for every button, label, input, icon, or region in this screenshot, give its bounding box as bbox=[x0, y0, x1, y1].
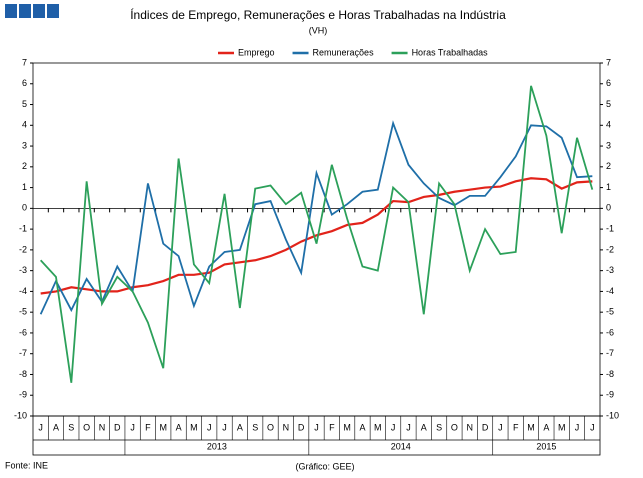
x-tick-label: A bbox=[421, 422, 427, 432]
y-tick-label: -9 bbox=[19, 390, 27, 400]
y-tick-label: 5 bbox=[22, 99, 27, 109]
x-tick-label: N bbox=[99, 422, 106, 432]
x-tick-label: J bbox=[575, 422, 580, 432]
y-tick-label: -10 bbox=[14, 410, 27, 420]
x-tick-label: D bbox=[482, 422, 489, 432]
x-tick-label: F bbox=[145, 422, 151, 432]
x-tick-label: A bbox=[543, 422, 549, 432]
x-axis-box bbox=[32, 415, 601, 456]
y-tick-label: 1 bbox=[22, 182, 27, 192]
x-tick-label: J bbox=[498, 422, 503, 432]
x-tick-label: M bbox=[190, 422, 198, 432]
y2-tick-label: 6 bbox=[606, 78, 611, 88]
legend-label: Remunerações bbox=[313, 47, 375, 57]
y2-tick-label: 0 bbox=[606, 203, 611, 213]
year-label: 2015 bbox=[536, 441, 556, 451]
y2-tick-label: 3 bbox=[606, 140, 611, 150]
credit: (Gráfico: GEE) bbox=[295, 461, 354, 471]
x-tick-label: F bbox=[329, 422, 335, 432]
x-tick-label: S bbox=[68, 422, 74, 432]
x-tick-label: J bbox=[207, 422, 212, 432]
year-label: 2013 bbox=[207, 441, 227, 451]
x-tick-label: S bbox=[252, 422, 258, 432]
year-label: 2014 bbox=[391, 441, 411, 451]
legend-label: Emprego bbox=[238, 47, 275, 57]
series-line bbox=[40, 85, 594, 383]
y2-tick-label: -10 bbox=[606, 410, 619, 420]
x-tick-label: A bbox=[176, 422, 182, 432]
x-tick-label: O bbox=[451, 422, 458, 432]
x-tick-label: J bbox=[314, 422, 319, 432]
x-tick-label: M bbox=[527, 422, 535, 432]
y2-tick-label: -2 bbox=[606, 244, 614, 254]
x-tick-label: A bbox=[237, 422, 243, 432]
y-tick-label: -2 bbox=[19, 244, 27, 254]
y-tick-label: -6 bbox=[19, 327, 27, 337]
y-tick-label: 4 bbox=[22, 120, 27, 130]
y2-tick-label: -9 bbox=[606, 390, 614, 400]
x-tick-label: A bbox=[53, 422, 59, 432]
y-tick-label: -3 bbox=[19, 265, 27, 275]
x-tick-label: O bbox=[83, 422, 90, 432]
x-tick-label: M bbox=[374, 422, 382, 432]
y2-tick-label: 2 bbox=[606, 161, 611, 171]
y-tick-label: 7 bbox=[22, 57, 27, 67]
source: Fonte: INE bbox=[5, 460, 48, 470]
y-tick-label: 3 bbox=[22, 140, 27, 150]
y2-tick-label: -7 bbox=[606, 348, 614, 358]
x-tick-label: M bbox=[343, 422, 351, 432]
x-tick-label: N bbox=[466, 422, 473, 432]
x-tick-label: J bbox=[406, 422, 411, 432]
y-tick-label: -1 bbox=[19, 223, 27, 233]
y-tick-label: -4 bbox=[19, 286, 27, 296]
y-tick-label: -8 bbox=[19, 369, 27, 379]
y2-tick-label: 4 bbox=[606, 120, 611, 130]
y-tick-label: -7 bbox=[19, 348, 27, 358]
y2-tick-label: -8 bbox=[606, 369, 614, 379]
y-tick-label: 2 bbox=[22, 161, 27, 171]
x-tick-label: A bbox=[359, 422, 365, 432]
y2-tick-label: 5 bbox=[606, 99, 611, 109]
x-tick-label: D bbox=[298, 422, 305, 432]
logo bbox=[5, 4, 59, 18]
x-tick-label: D bbox=[114, 422, 121, 432]
x-tick-label: M bbox=[160, 422, 168, 432]
y2-tick-label: 7 bbox=[606, 57, 611, 67]
x-tick-label: J bbox=[130, 422, 135, 432]
x-tick-label: J bbox=[222, 422, 227, 432]
y-tick-label: 6 bbox=[22, 78, 27, 88]
y2-tick-label: -6 bbox=[606, 327, 614, 337]
y-tick-label: 0 bbox=[22, 203, 27, 213]
x-tick-label: J bbox=[38, 422, 43, 432]
x-tick-label: J bbox=[590, 422, 595, 432]
y2-tick-label: -4 bbox=[606, 286, 614, 296]
y2-tick-label: -3 bbox=[606, 265, 614, 275]
x-tick-label: S bbox=[436, 422, 442, 432]
y2-tick-label: 1 bbox=[606, 182, 611, 192]
x-tick-label: F bbox=[513, 422, 519, 432]
y2-tick-label: -1 bbox=[606, 223, 614, 233]
x-tick-label: O bbox=[267, 422, 274, 432]
chart-title: Índices de Emprego, Remunerações e Horas… bbox=[130, 7, 506, 22]
subtitle: (VH) bbox=[309, 25, 328, 35]
x-tick-label: N bbox=[283, 422, 290, 432]
y2-tick-label: -5 bbox=[606, 307, 614, 317]
series-line bbox=[39, 120, 593, 315]
x-tick-label: M bbox=[558, 422, 566, 432]
x-tick-label: J bbox=[391, 422, 396, 432]
legend-label: Horas Trabalhadas bbox=[412, 47, 489, 57]
y-tick-label: -5 bbox=[19, 307, 27, 317]
